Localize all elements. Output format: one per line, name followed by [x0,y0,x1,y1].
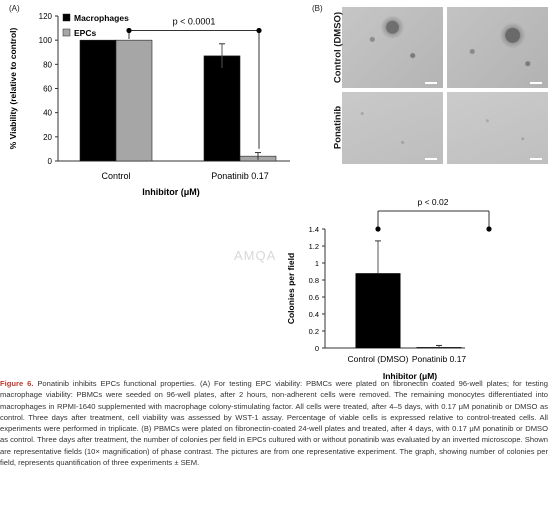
y-tick-label: 1 [315,259,319,268]
x-axis-label: Inhibitor (μM) [142,187,200,197]
scale-bar [425,158,437,160]
bracket-dot [126,27,132,34]
micrograph-control-1 [342,7,443,88]
legend-label-macrophages: Macrophages [74,13,129,23]
bar-epcs-0 [115,39,153,162]
caption-figure-label: Figure 6. [0,379,34,388]
bracket-dot [256,27,262,34]
legend-swatch-macrophages [62,13,71,22]
legend-swatch-epcs [62,28,71,37]
x-axis-label: Inhibitor (μM) [383,371,437,381]
y-tick-label: 0.6 [309,293,319,302]
y-tick-label: 1.4 [309,225,319,234]
scale-bar [425,82,437,84]
scale-bar [530,158,542,160]
y-tick-label: 0.8 [309,276,319,285]
bar-macrophages-0 [79,39,117,162]
bracket-dot [375,226,381,232]
y-tick-label: 60 [43,85,52,94]
scale-bar [530,82,542,84]
x-tick-label: Ponatinib 0.17 [211,171,269,181]
panel-a-label: (A) [9,4,20,13]
x-tick-label: Ponatinib 0.17 [412,354,467,364]
colonies-chart: 0 0.2 0.4 0.6 0.8 1 1.2 1.4 Control (DMSO) Ponati… [286,197,492,381]
y-axis-label: % Viability (relative to control) [8,27,18,149]
x-tick-label: Control [101,171,130,181]
bar-1 [416,347,462,349]
figure-caption: Figure 6. Ponatinib inhibits EPCs functi… [0,378,548,468]
bar-0 [355,273,401,348]
panel-b-label: (B) [312,4,323,13]
y-tick-label: 0 [48,157,53,166]
y-tick-label: 20 [43,133,52,142]
y-tick-label: 0.2 [309,327,319,336]
caption-text: Ponatinib inhibits EPCs functional prope… [0,379,548,468]
micrograph-ponatinib-2 [447,92,548,164]
y-tick-label: 100 [39,36,53,45]
p-value-label: p < 0.02 [418,197,449,207]
bar-macrophages-1 [203,55,241,162]
y-axis-label: Colonies per field [286,253,296,324]
y-tick-label: 1.2 [309,242,319,251]
legend-label-epcs: EPCs [74,28,96,38]
x-tick-label: Control (DMSO) [348,354,409,364]
p-value-label: p < 0.0001 [173,17,216,27]
bracket-dot [486,226,492,232]
y-tick-label: 0 [315,344,319,353]
y-tick-label: 0.4 [309,310,319,319]
micrograph-ponatinib-1 [342,92,443,164]
y-tick-label: 80 [43,60,52,69]
watermark: AMQA [234,248,277,263]
micrograph-control-2 [447,7,548,88]
viability-chart: 0 20 40 60 80 100 120 Control Ponatinib 0.17 Inhi… [8,12,290,197]
y-tick-label: 40 [43,109,52,118]
y-tick-label: 120 [39,12,53,21]
